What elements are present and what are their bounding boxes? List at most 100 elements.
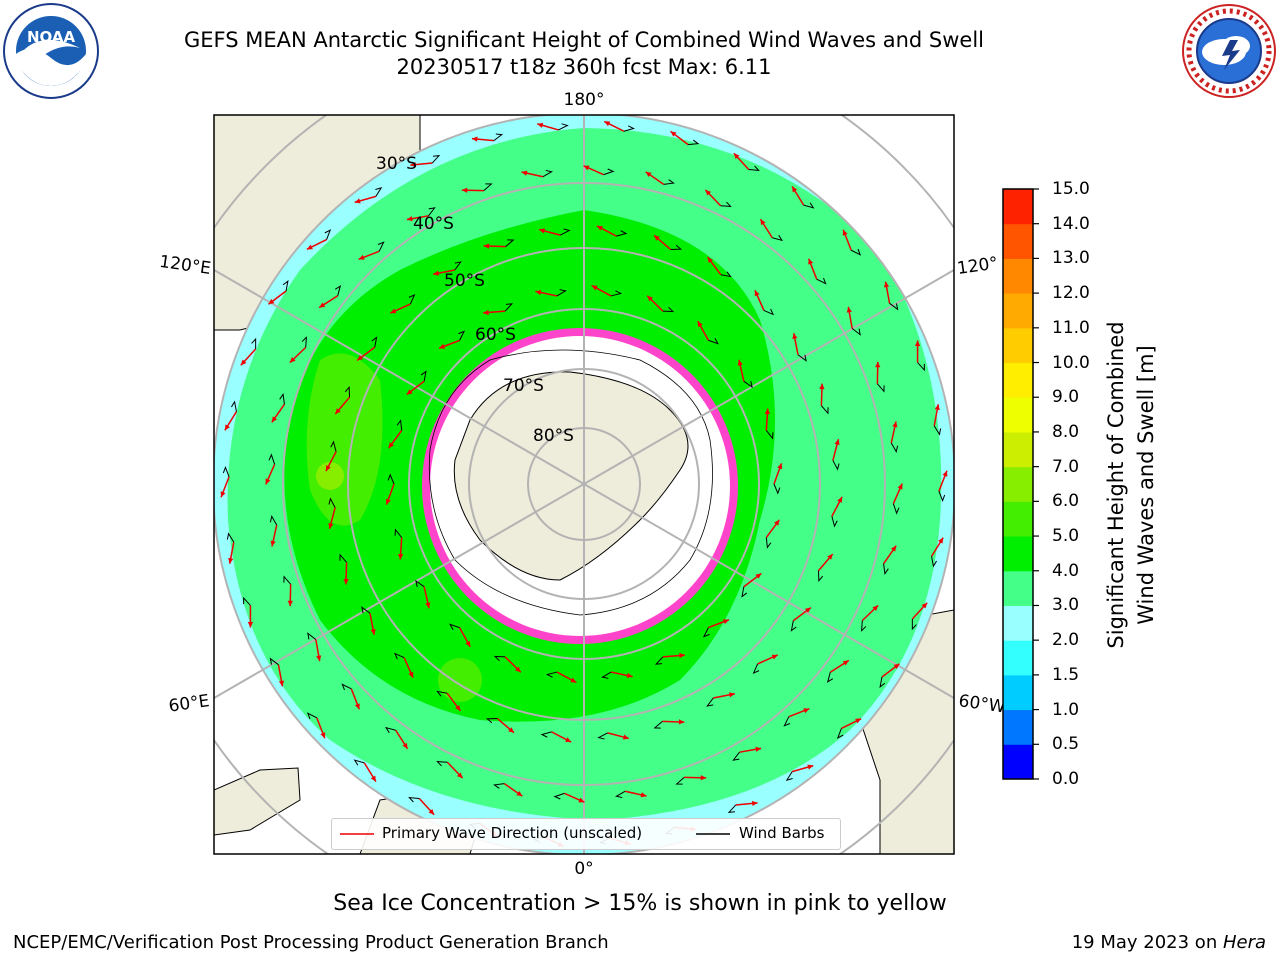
wind-barb — [243, 596, 251, 606]
lat-label-70s: 70°S — [503, 376, 544, 396]
wave-arrow-head — [640, 792, 647, 798]
wave-arrow-head — [604, 121, 611, 127]
wind-barb — [765, 430, 774, 440]
colorbar-tick-label: 9.0 — [1052, 387, 1080, 408]
wave-arrow-head — [855, 718, 862, 724]
wave-arrow-head — [268, 298, 275, 305]
colorbar-tick-label: 0.0 — [1052, 769, 1080, 789]
colorbar-tick-label: 6.0 — [1052, 491, 1080, 512]
wind-barb — [504, 303, 514, 312]
wind-barb — [339, 553, 347, 563]
wave-arrow-head — [483, 309, 489, 316]
wind-barb — [377, 241, 385, 252]
footer-host: Hera — [1222, 932, 1266, 953]
wind-barb — [688, 139, 700, 146]
wind-barb — [743, 380, 753, 389]
wind-barb — [890, 442, 899, 454]
wave-arrow-head — [265, 478, 271, 485]
wave-arrow-head — [645, 171, 652, 178]
wave-arrow-head — [278, 680, 285, 687]
wind-barb — [436, 690, 448, 697]
lon-label-0: 0° — [574, 859, 593, 879]
wave-arrow-head — [890, 545, 897, 552]
wind-barb — [545, 671, 558, 678]
wind-barb — [396, 419, 403, 431]
wind-barb — [663, 179, 675, 185]
lat-label-60s: 60°S — [475, 325, 516, 345]
wind-barb — [702, 627, 710, 638]
waves-5-6m-south — [438, 658, 482, 702]
colorbar-segment — [1003, 327, 1033, 364]
wave-arrow-head — [515, 666, 521, 673]
wind-barb — [493, 783, 505, 789]
colorbar-tick-label: 12.0 — [1052, 283, 1090, 304]
wind-barb — [226, 532, 235, 543]
wave-arrow-head — [653, 235, 660, 241]
wind-barb — [783, 716, 791, 727]
map-frame — [213, 114, 955, 855]
colorbar-segment — [1003, 466, 1033, 502]
wind-barb — [307, 632, 317, 640]
wind-barb — [831, 516, 838, 528]
wind-barb — [670, 244, 683, 251]
lon-label-120e: 120°E — [158, 252, 212, 279]
wind-barb — [850, 248, 862, 256]
wind-barb — [306, 712, 318, 720]
wind-barb — [279, 393, 285, 405]
wave-arrow-head — [921, 602, 928, 609]
wave-arrow-head — [516, 790, 523, 797]
wind-barb — [821, 405, 829, 415]
colorbar-tick-label: 1.5 — [1052, 664, 1080, 685]
wave-arrow-head — [471, 136, 478, 142]
wave-arrow-head — [343, 578, 349, 585]
wave-arrow-head — [622, 734, 629, 740]
wave-arrow-head — [328, 522, 334, 529]
wave-arrow-head — [626, 672, 633, 679]
wind-barb — [662, 306, 675, 313]
wind-barb — [493, 133, 504, 142]
wind-barb — [449, 623, 460, 630]
wave-arrow-head — [897, 483, 903, 490]
wave-arrow-head — [335, 408, 341, 415]
wind-barb — [741, 586, 748, 598]
wave-arrow-head — [578, 797, 585, 803]
wave-arrow-head — [354, 198, 361, 204]
wave-direction-arrows — [220, 120, 948, 848]
wave-arrow-head — [846, 306, 852, 313]
wind-barb — [371, 336, 378, 348]
legend-label-barb: Wind Barbs — [739, 824, 825, 842]
colorbar-tick-label: 3.0 — [1052, 595, 1080, 616]
colorbar-label-line2: Wind Waves and Swell [m] — [1134, 345, 1158, 625]
wave-arrow-head — [834, 439, 840, 446]
wind-barb — [836, 728, 844, 739]
wave-arrow-head — [679, 652, 685, 659]
colorbar-tick-label: 2.0 — [1052, 630, 1080, 651]
wind-barb — [268, 453, 276, 465]
wind-barb — [933, 425, 942, 436]
wind-barb — [675, 776, 685, 785]
footer-left: NCEP/EMC/Verification Post Processing Pr… — [13, 932, 609, 953]
wave-arrow-head — [406, 389, 413, 395]
wave-arrow-head — [402, 742, 408, 749]
wind-barb — [231, 400, 237, 412]
nws-logo — [1182, 4, 1276, 98]
wave-arrow-head — [755, 746, 762, 752]
wave-arrow-head — [388, 442, 394, 449]
colorbar-segment — [1003, 293, 1033, 329]
graticule — [214, 115, 954, 854]
wave-arrow-head — [570, 677, 577, 683]
colorbar-tick-label: 10.0 — [1052, 352, 1090, 373]
wave-arrow-head — [707, 257, 713, 263]
wind-barb — [361, 606, 371, 614]
svg-text:NOAA: NOAA — [27, 28, 76, 46]
wave-arrow-head — [697, 321, 703, 328]
legend-label-wave: Primary Wave Direction (unscaled) — [382, 824, 643, 842]
colorbar-segment — [1003, 536, 1033, 572]
wave-arrow-head — [240, 359, 247, 366]
wave-arrow-head — [875, 361, 881, 368]
wave-arrow-head — [410, 161, 416, 168]
colorbar-tick-label: 8.0 — [1052, 421, 1080, 442]
wind-barb — [826, 672, 834, 684]
wave-arrow-head — [792, 186, 798, 193]
wave-arrow-head — [390, 308, 397, 314]
